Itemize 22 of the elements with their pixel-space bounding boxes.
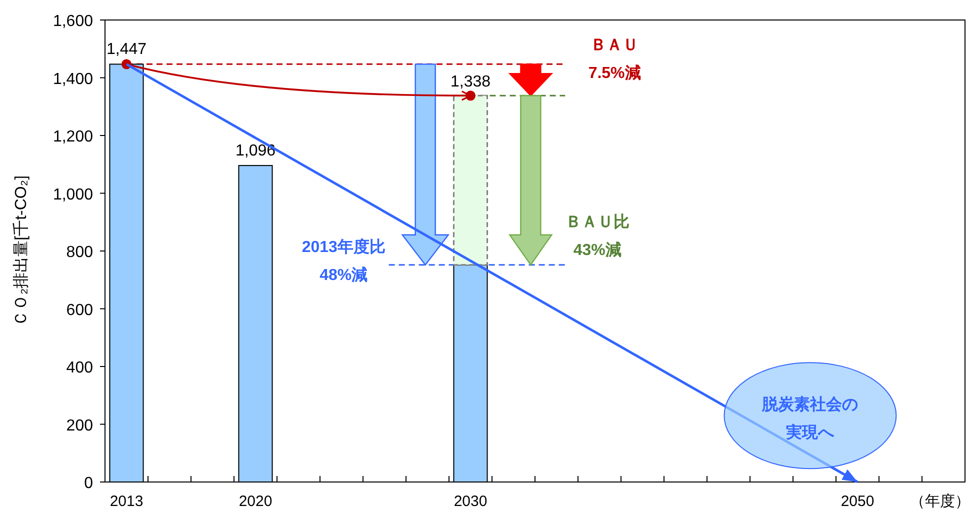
data-label: 1,447: [106, 41, 147, 58]
ref-line-label: ＢＡＵ 7.5%減: [588, 37, 641, 82]
ref-line-label: ＢＡＵ比 43%減: [565, 212, 630, 259]
y-tick-label: 1,400: [52, 70, 94, 88]
y-tick-label: 0: [84, 475, 94, 492]
x-axis-title: （年度）: [910, 493, 970, 510]
data-label: 1,096: [235, 142, 276, 160]
x-tick-label: 2030: [454, 493, 488, 510]
x-tick-label: 2050: [840, 493, 874, 510]
x-tick-label: 2013: [110, 493, 144, 510]
y-axis-title: ＣＯ₂排出量[千t-CO₂]: [12, 175, 30, 327]
y-tick-label: 400: [66, 360, 94, 376]
data-label: 1,338: [450, 74, 491, 91]
annotation: 脱炭素社会の実現へ: [761, 396, 858, 442]
y-tick-label: 1,600: [52, 13, 94, 30]
y-tick-label: 600: [66, 302, 94, 319]
x-tick-label: 2020: [238, 493, 272, 510]
y-tick-label: 200: [66, 417, 94, 434]
y-tick-label: 1,000: [52, 186, 94, 204]
y-tick-label: 800: [66, 244, 94, 261]
ref-line-label: 2013年度比 48%減: [302, 236, 386, 284]
y-tick-label: 1,200: [52, 128, 94, 146]
